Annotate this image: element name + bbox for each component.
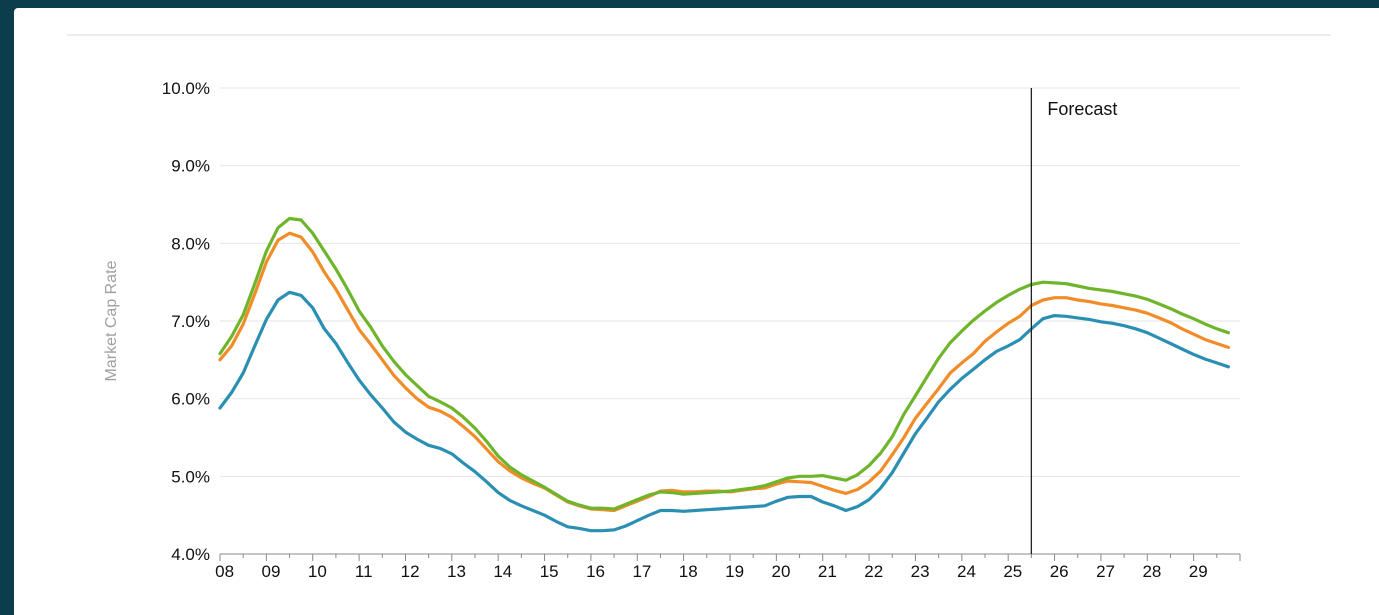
y-tick-label: 6.0% xyxy=(171,390,210,409)
x-tick-label: 09 xyxy=(262,562,281,581)
x-tick-label: 25 xyxy=(1003,562,1022,581)
x-tick-label: 12 xyxy=(401,562,420,581)
y-tick-label: 9.0% xyxy=(171,157,210,176)
y-tick-label: 4.0% xyxy=(171,545,210,564)
x-tick-label: 11 xyxy=(355,562,373,581)
x-tick-label: 15 xyxy=(540,562,559,581)
y-axis-title: Market Cap Rate xyxy=(103,260,120,381)
x-tick-label: 27 xyxy=(1096,562,1115,581)
x-tick-label: 18 xyxy=(679,562,698,581)
x-tick-label: 13 xyxy=(447,562,466,581)
x-tick-label: 28 xyxy=(1142,562,1161,581)
gridlines xyxy=(220,87,1240,477)
x-tick-label: 23 xyxy=(911,562,930,581)
x-axis: 08 09 10 11 12 13 14 15 16 17 18 19 20 21 22 23 24 25 26 27… xyxy=(215,553,1241,581)
x-tick-label: 22 xyxy=(864,562,883,581)
y-tick-label: 5.0% xyxy=(171,467,210,486)
x-tick-label: 21 xyxy=(818,562,837,581)
series-line-3 xyxy=(218,216,1231,511)
x-tick-label: 26 xyxy=(1050,562,1069,581)
y-tick-label: 7.0% xyxy=(171,312,210,331)
x-tick-label: 24 xyxy=(957,562,976,581)
y-tick-label: 10.0% xyxy=(162,79,210,98)
x-tick-label: 19 xyxy=(725,562,744,581)
y-tick-label: 8.0% xyxy=(171,234,210,253)
series-line-2 xyxy=(218,231,1231,513)
x-tick-label: 14 xyxy=(493,562,512,581)
line-chart: 4.0% 5.0% 6.0% 7.0% 8.0% 9.0% 10.0% 08 09 10 11 12… xyxy=(67,34,1331,581)
x-tick-label: 20 xyxy=(772,562,791,581)
x-tick-label: 29 xyxy=(1189,562,1208,581)
x-tick-label: 16 xyxy=(586,562,605,581)
series-line-1 xyxy=(218,290,1231,533)
x-tick-label: 08 xyxy=(215,562,234,581)
x-tick-label: 10 xyxy=(308,562,327,581)
chart-card: 4.0% 5.0% 6.0% 7.0% 8.0% 9.0% 10.0% 08 09 10 11 12… xyxy=(14,8,1379,615)
y-axis-tick-labels: 4.0% 5.0% 6.0% 7.0% 8.0% 9.0% 10.0% xyxy=(162,79,210,564)
series-lines xyxy=(218,216,1231,533)
forecast-label: Forecast xyxy=(1047,99,1117,119)
x-tick-label: 17 xyxy=(632,562,651,581)
